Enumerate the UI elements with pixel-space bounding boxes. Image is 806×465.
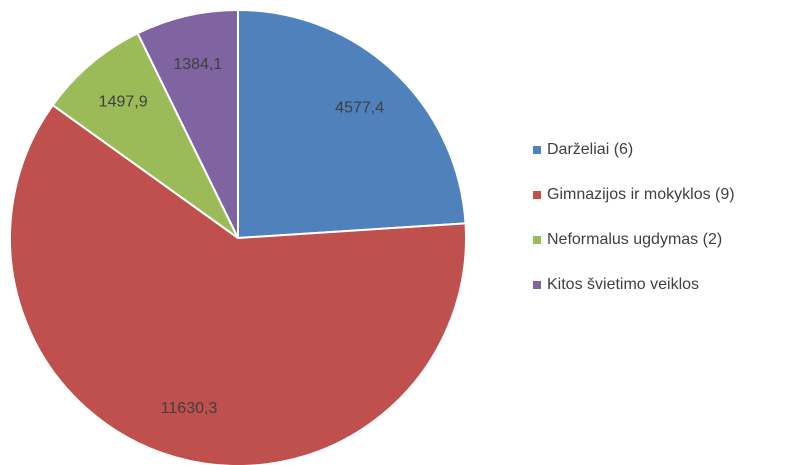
legend-swatch: [533, 146, 541, 154]
legend-label: Darželiai (6): [547, 141, 633, 158]
data-label: 1497,9: [99, 93, 148, 110]
legend-label: Gimnazijos ir mokyklos (9): [547, 186, 735, 203]
pie-slice: [9, 103, 467, 465]
legend-swatch: [533, 281, 541, 289]
pie-slice: [237, 8, 467, 240]
legend-swatch: [533, 191, 541, 199]
legend-label: Kitos švietimo veiklos: [547, 276, 699, 293]
legend-label: Neformalus ugdymas (2): [547, 231, 722, 248]
data-label: 11630,3: [161, 400, 218, 417]
data-label: 4577,4: [335, 99, 384, 116]
pie-slice: [51, 31, 239, 239]
data-label: 1384,1: [173, 56, 222, 73]
pie-slice: [136, 8, 239, 239]
legend-swatch: [533, 236, 541, 244]
